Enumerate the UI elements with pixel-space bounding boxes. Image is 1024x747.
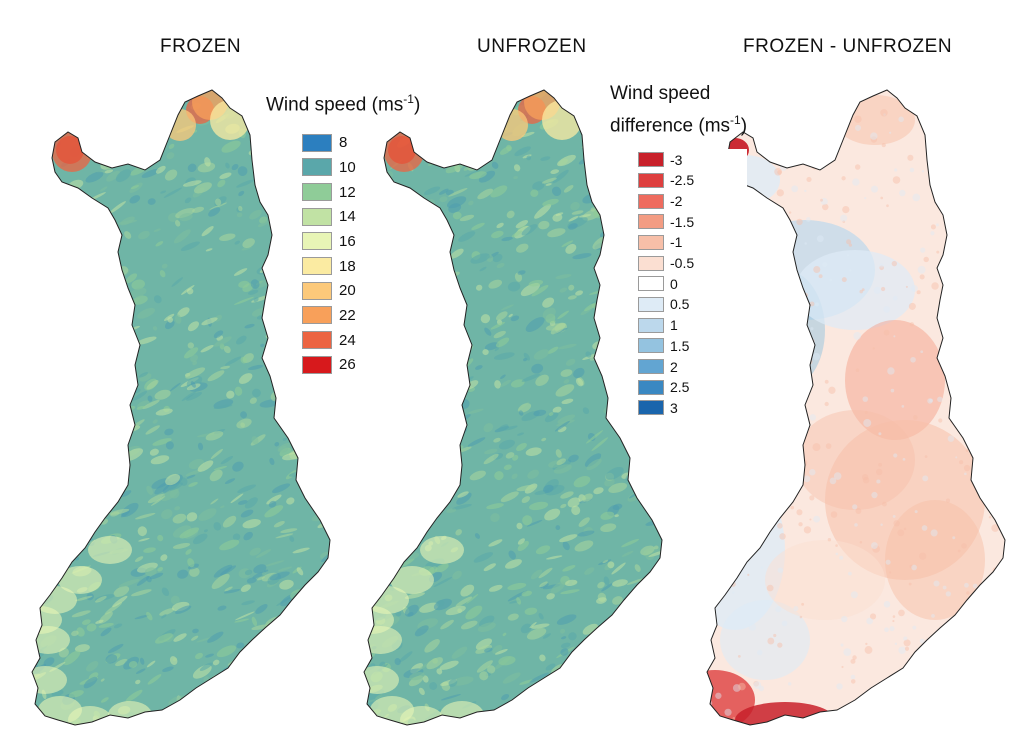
legend-item: -3 [638,149,747,170]
legend-label: 14 [339,208,356,226]
legend-label: 1 [670,317,678,334]
legend-title-end: ) [740,115,748,137]
legend-swatch [638,172,664,188]
legend-item: 20 [302,278,420,303]
legend-label: 12 [339,183,356,201]
legend-swatch [638,359,664,375]
legend-swatch [638,214,664,230]
legend-item: 22 [302,303,420,328]
legend-label: 20 [339,282,356,300]
legend-title-superscript: -1 [730,113,741,127]
legend-label: 24 [339,331,356,349]
legend-label: -3 [670,151,683,168]
map-difference [706,89,1006,726]
legend-swatch [638,276,664,292]
legend-swatch [302,306,332,325]
panel-title-difference: FROZEN - UNFROZEN [743,36,953,57]
legend-label: 0 [670,275,678,292]
legend-swatch [638,317,664,333]
legend-label: -0.5 [670,255,695,272]
legend-item: 2 [638,356,747,377]
legend-title-text: Wind speed (ms [266,94,404,116]
legend-swatch [638,152,664,168]
panel-title-frozen: FROZEN [160,36,242,57]
legend-label: -1 [670,234,683,251]
legend-swatch [302,232,332,251]
legend-swatch [638,379,664,395]
legend-title-end: ) [413,94,421,116]
legend-item: -2 [638,191,747,212]
legend-item: -1.5 [638,211,747,232]
legend-label: 0.5 [670,296,690,313]
legend-wind-speed-title: Wind speed (ms-1) [266,86,420,118]
legend-label: 1.5 [670,337,690,354]
legend-item: 8 [302,130,420,155]
legend-swatch [302,158,332,177]
legend-swatch [638,234,664,250]
legend-label: 3 [670,399,678,416]
legend-swatch [302,133,332,152]
legend-label: 18 [339,257,356,275]
legend-item: 16 [302,229,420,254]
legend-label: -1.5 [670,213,695,230]
legend-difference-title: Wind speed difference (ms-1) [610,80,747,139]
legend-swatch [638,255,664,271]
legend-wind-speed-items: 8 10 12 14 16 18 20 22 24 26 [266,130,420,377]
map-frozen [31,89,331,726]
legend-title-line2: difference (ms [610,115,731,137]
legend-label: 16 [339,232,356,250]
legend-difference: Wind speed difference (ms-1) -3 -2.5 -2 -1.… [610,80,748,419]
legend-item: 1 [638,315,747,336]
legend-swatch [302,207,332,226]
legend-item: 3 [638,398,747,419]
legend-swatch [638,400,664,416]
legend-difference-items: -3 -2.5 -2 -1.5 -1 -0.5 0 0.5 1 1.5 2 2.5 3 [610,149,748,419]
panel-title-unfrozen: UNFROZEN [477,36,587,57]
legend-label: 26 [339,356,356,374]
legend-item: 2.5 [638,377,747,398]
legend-item: -1 [638,232,747,253]
legend-label: 2.5 [670,379,690,396]
legend-label: 22 [339,306,356,324]
legend-wind-speed: Wind speed (ms-1) 8 10 12 14 16 18 20 22 24 26 [266,86,420,377]
legend-item: 10 [302,155,420,180]
legend-swatch [638,338,664,354]
legend-swatch [302,331,332,350]
legend-item: 1.5 [638,336,747,357]
legend-item: 24 [302,328,420,353]
legend-item: 26 [302,353,420,378]
legend-swatch [638,193,664,209]
legend-swatch [638,296,664,312]
legend-label: 2 [670,358,678,375]
legend-item: -0.5 [638,253,747,274]
legend-label: 8 [339,134,348,152]
legend-item: 0.5 [638,294,747,315]
legend-item: -2.5 [638,170,747,191]
legend-label: -2 [670,193,683,210]
legend-swatch [302,355,332,374]
legend-item: 12 [302,180,420,205]
legend-title-line1: Wind speed [610,83,711,104]
legend-item: 0 [638,273,747,294]
legend-label: -2.5 [670,172,695,189]
legend-item: 18 [302,254,420,279]
legend-item: 14 [302,204,420,229]
legend-swatch [302,257,332,276]
legend-swatch [302,183,332,202]
legend-title-superscript: -1 [403,92,414,106]
legend-label: 10 [339,158,356,176]
legend-swatch [302,281,332,300]
